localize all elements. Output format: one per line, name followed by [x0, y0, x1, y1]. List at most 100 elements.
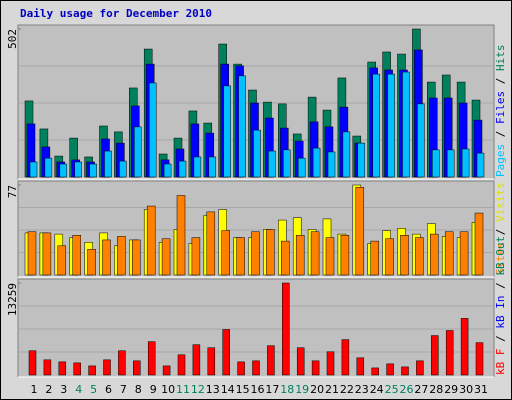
- bar: [371, 367, 379, 376]
- x-tick-label: 26: [400, 383, 414, 396]
- x-tick-label: 17: [265, 383, 279, 396]
- x-tick-label: 10: [161, 383, 175, 396]
- x-tick-label: 6: [105, 383, 112, 396]
- bar: [146, 205, 156, 276]
- bar: [161, 238, 171, 276]
- bar: [444, 231, 454, 276]
- bar: [281, 240, 290, 276]
- bar: [57, 245, 67, 276]
- x-tick-label: 9: [150, 383, 157, 396]
- bar: [176, 195, 186, 276]
- bar: [417, 103, 425, 178]
- axis-label-separator: /: [494, 276, 507, 296]
- axis-label-part: kB Out: [494, 236, 507, 276]
- bar: [387, 73, 395, 178]
- x-tick-label: 31: [474, 383, 488, 396]
- bar: [43, 359, 52, 376]
- chart-title: Daily usage for December 2010: [20, 7, 212, 20]
- bar: [103, 359, 111, 376]
- x-tick-label: 2: [45, 383, 52, 396]
- bar: [476, 152, 485, 178]
- bar: [206, 211, 216, 276]
- bar: [430, 233, 439, 276]
- bar: [163, 163, 172, 178]
- y-tick-label: 77: [6, 185, 19, 198]
- axis-label-part: kB In: [494, 296, 507, 329]
- bar: [295, 235, 305, 276]
- bar: [162, 365, 171, 376]
- bar: [474, 212, 484, 276]
- bar: [253, 129, 261, 178]
- bar: [372, 73, 380, 178]
- bar: [117, 236, 126, 276]
- bar: [400, 235, 409, 276]
- bar: [148, 82, 157, 178]
- bar: [223, 85, 231, 178]
- x-tick-label: 7: [120, 383, 127, 396]
- x-tick-label: 1: [31, 383, 38, 396]
- x-tick-label: 8: [135, 383, 142, 396]
- bar: [340, 235, 350, 276]
- bar: [282, 282, 290, 376]
- bar: [27, 231, 37, 276]
- axis-label-part: Visits: [494, 182, 507, 222]
- bar: [341, 339, 350, 376]
- bar: [461, 148, 470, 178]
- bar: [357, 142, 366, 178]
- bar: [297, 157, 306, 178]
- bar: [44, 157, 53, 178]
- bar: [72, 235, 81, 276]
- bar: [415, 237, 424, 276]
- axis-label-part: Hits: [494, 45, 507, 72]
- axis-label-part: Sites: [494, 242, 507, 275]
- bar: [222, 329, 230, 376]
- y-tick-label: 502: [6, 29, 19, 49]
- x-tick-label: 27: [414, 383, 428, 396]
- bar: [191, 237, 201, 276]
- x-tick-label: 20: [310, 383, 324, 396]
- bar: [104, 150, 112, 178]
- bar: [193, 156, 202, 178]
- bar: [28, 350, 37, 376]
- x-tick-label: 29: [444, 383, 458, 396]
- y-tick-label: 13259: [6, 283, 19, 316]
- bar: [134, 126, 142, 178]
- bar: [327, 151, 336, 178]
- bar: [385, 238, 394, 276]
- bar: [29, 161, 38, 178]
- bar: [445, 330, 454, 376]
- bar: [42, 232, 52, 276]
- axis-label-part: Files: [494, 91, 507, 124]
- bar: [119, 160, 127, 178]
- x-tick-label: 12: [191, 383, 205, 396]
- bar: [89, 163, 97, 178]
- axis-label: Sites / Visits: [494, 182, 507, 275]
- bar: [58, 361, 67, 376]
- bar: [432, 149, 440, 178]
- bar: [132, 239, 141, 276]
- bar: [311, 360, 320, 376]
- bar: [355, 187, 365, 276]
- bar: [370, 240, 379, 276]
- bar: [178, 160, 187, 178]
- axis-label: kB F / kB In / kB Out: [494, 236, 507, 375]
- x-tick-label: 3: [60, 383, 67, 396]
- x-tick-label: 4: [75, 383, 82, 396]
- bar: [431, 335, 439, 376]
- bar: [268, 150, 276, 178]
- bar: [252, 360, 260, 376]
- bar: [87, 249, 96, 276]
- bar: [446, 149, 455, 178]
- bar: [221, 230, 230, 276]
- bar: [251, 231, 260, 276]
- bar: [133, 360, 141, 376]
- x-tick-label: 18: [280, 383, 294, 396]
- x-tick-label: 15: [236, 383, 250, 396]
- bar: [475, 342, 484, 376]
- bar: [310, 231, 320, 276]
- bar: [207, 347, 216, 376]
- bar: [118, 350, 126, 376]
- x-tick-label: 16: [251, 383, 265, 396]
- bar: [296, 347, 305, 376]
